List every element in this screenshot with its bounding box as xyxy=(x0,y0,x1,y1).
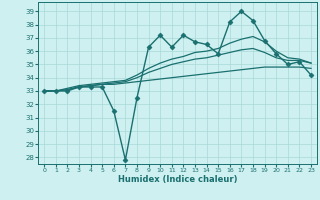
X-axis label: Humidex (Indice chaleur): Humidex (Indice chaleur) xyxy=(118,175,237,184)
